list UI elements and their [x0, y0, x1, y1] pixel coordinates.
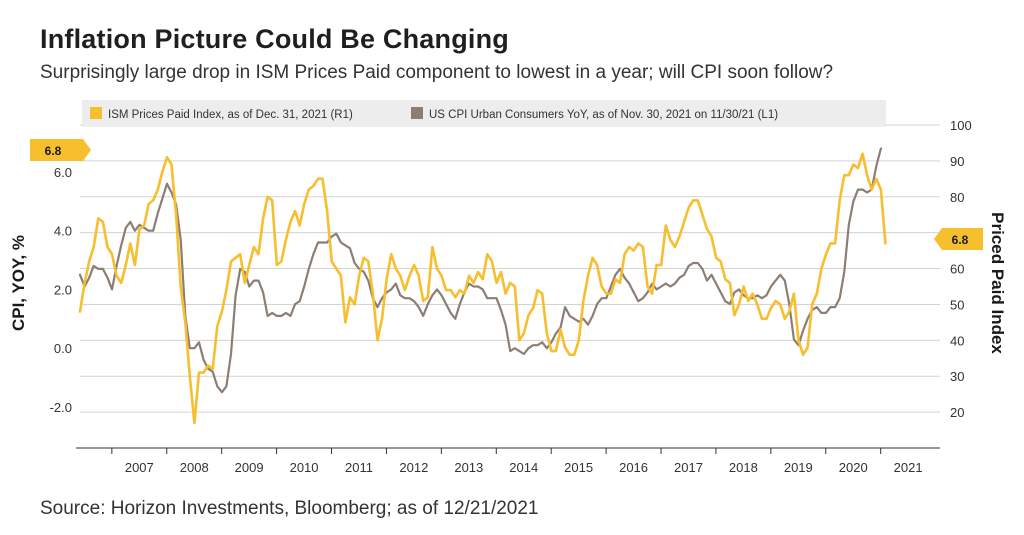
series-line-us-cpi-yoy — [78, 147, 883, 394]
series-lines — [78, 147, 887, 425]
chart-subtitle: Surprisingly large drop in ISM Prices Pa… — [40, 62, 834, 83]
callout-right: 6.8 — [934, 228, 983, 250]
legend-box — [82, 100, 886, 127]
right-tick-label: 40 — [950, 333, 964, 348]
x-tick-label: 2008 — [180, 460, 209, 475]
series-line-ism-prices-paid — [78, 152, 887, 425]
legend-label-cpi: US CPI Urban Consumers YoY, as of Nov. 3… — [429, 109, 778, 121]
chart-title: Inflation Picture Could Be Changing — [40, 24, 509, 54]
callout-left-label: 6.8 — [45, 144, 62, 158]
right-axis-ticks: 1009080706050403020 — [950, 118, 972, 420]
right-tick-label: 90 — [950, 154, 964, 169]
legend-swatch-ism — [90, 107, 102, 119]
x-tick-label: 2007 — [125, 460, 154, 475]
gridlines — [80, 124, 940, 413]
x-tick-label: 2013 — [454, 460, 483, 475]
x-tick-label: 2019 — [784, 460, 813, 475]
left-tick-label: -2.0 — [50, 400, 72, 415]
x-tick-label: 2009 — [235, 460, 264, 475]
right-tick-label: 80 — [950, 190, 964, 205]
right-tick-label: 60 — [950, 262, 964, 277]
x-tick-label: 2018 — [729, 460, 758, 475]
x-tick-label: 2012 — [399, 460, 428, 475]
left-tick-label: 4.0 — [54, 224, 72, 239]
callout-left: 6.8 — [30, 139, 91, 161]
x-tick-label: 2014 — [509, 460, 538, 475]
left-axis-label: CPI, YOY, % — [9, 235, 28, 331]
legend-label-ism: ISM Prices Paid Index, as of Dec. 31, 20… — [108, 109, 353, 121]
legend-swatch-cpi — [411, 107, 423, 119]
right-axis-label: Priced Paid Index — [988, 212, 1007, 354]
right-tick-label: 100 — [950, 118, 972, 133]
left-tick-label: 0.0 — [54, 341, 72, 356]
x-tick-label: 2016 — [619, 460, 648, 475]
callout-left-shape — [30, 139, 91, 161]
x-tick-label: 2021 — [894, 460, 923, 475]
callout-right-label: 6.8 — [952, 233, 969, 247]
x-tick-label: 2011 — [345, 460, 373, 475]
left-axis-ticks: 6.0 4.0 2.0 0.0 -2.0 — [50, 165, 72, 415]
left-tick-label: 6.0 — [54, 165, 72, 180]
source-note: Source: Horizon Investments, Bloomberg; … — [40, 498, 539, 519]
x-tick-label: 2020 — [839, 460, 868, 475]
x-axis-ticks: 2007 2008 2009 2010 2011 2012 2013 2014 2015 2016… — [111, 448, 923, 475]
right-tick-label: 50 — [950, 297, 964, 312]
x-tick-label: 2015 — [564, 460, 593, 475]
x-tick-label: 2010 — [290, 460, 319, 475]
left-tick-label: 2.0 — [54, 282, 72, 297]
right-tick-label: 20 — [950, 405, 964, 420]
right-tick-label: 30 — [950, 369, 964, 384]
x-tick-label: 2017 — [674, 460, 703, 475]
callout-right-shape — [934, 228, 983, 250]
legend: ISM Prices Paid Index, as of Dec. 31, 20… — [82, 100, 886, 127]
